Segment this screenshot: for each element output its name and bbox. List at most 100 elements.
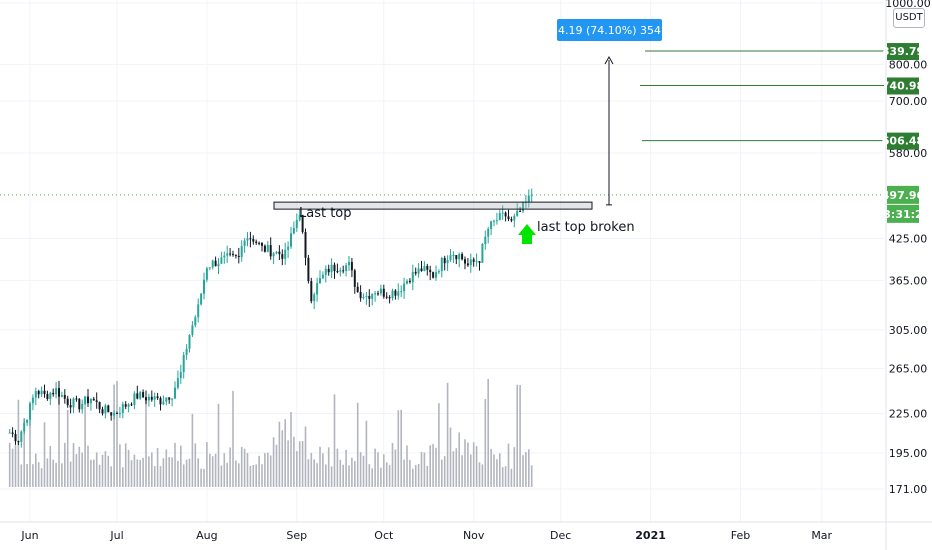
volume-bar (55, 462, 57, 487)
breakout-arrow-icon (518, 224, 536, 244)
candle-body (174, 387, 176, 399)
candle-body (443, 257, 446, 264)
candle-body (200, 293, 203, 305)
chart-drawings: Last top last top broken 354.19 (74.10%) 3… (0, 19, 884, 244)
candle-body (168, 397, 171, 400)
volume-bar (435, 447, 437, 487)
volume-bar (443, 456, 446, 487)
measure-badge (557, 19, 662, 41)
volume-bar (35, 453, 37, 487)
time-tick-label: Sep (286, 529, 307, 542)
candle-body (388, 297, 391, 299)
volume-bar (104, 451, 107, 487)
volume-bar (72, 443, 75, 487)
candle-body (246, 238, 249, 241)
candle-body (365, 295, 368, 297)
price-tick-label: 425.00 (889, 232, 928, 245)
price-tick-label: 305.00 (889, 324, 928, 337)
candle-body (353, 270, 356, 287)
candle-body (107, 405, 110, 413)
volume-bar (122, 467, 124, 487)
volume-bar (8, 442, 11, 487)
volume-bar (501, 467, 504, 487)
candle-body (66, 398, 69, 406)
volume-bar (298, 441, 301, 487)
volume-bar (136, 459, 139, 487)
candle-body (194, 317, 197, 326)
candle-body (522, 202, 524, 212)
candle-body (342, 270, 345, 272)
candle-body (185, 348, 188, 355)
volume-bar (14, 445, 17, 487)
volume-bar (130, 460, 133, 487)
volume-bar (78, 446, 81, 487)
time-tick-label: Dec (550, 529, 571, 542)
candle-body (220, 257, 223, 264)
candle-body (371, 293, 374, 299)
volume-bar (153, 466, 156, 487)
volume-bar (406, 445, 408, 487)
time-tick-label: Oct (374, 529, 394, 542)
candle-body (203, 279, 205, 294)
candle-body (23, 422, 26, 432)
volume-bar (287, 440, 289, 487)
volume-bar (87, 445, 89, 487)
candle-body (78, 399, 81, 410)
candle-body (255, 241, 258, 243)
candle-body (232, 253, 234, 255)
candle-body (101, 409, 104, 414)
time-tick-label: 2021 (635, 529, 666, 542)
candle-body (461, 254, 464, 260)
volume-bar (510, 468, 513, 487)
volume-bar (81, 452, 83, 487)
volume-bar (461, 455, 463, 487)
candle-body (34, 391, 37, 398)
volume-bar (23, 418, 25, 487)
candle-body (284, 249, 287, 259)
volume-bar (354, 461, 356, 487)
volume-bar (93, 459, 95, 487)
candle-body (348, 262, 350, 266)
volume-bar (438, 403, 440, 487)
volume-bar (168, 457, 170, 487)
candlesticks (8, 188, 533, 448)
volume-bar (374, 448, 376, 487)
volume-bar (394, 449, 397, 487)
candle-body (214, 260, 217, 267)
volume-bar (98, 464, 101, 487)
candle-body (295, 220, 298, 228)
time-tick-label: Mar (811, 529, 832, 542)
price-axis[interactable]: 1000.00 800.00 700.00 580.00 425.00 365.00 305… (876, 0, 931, 550)
volume-bar (272, 437, 275, 487)
candle-body (237, 255, 240, 258)
candle-body (176, 378, 179, 388)
volume-bar (301, 441, 304, 487)
volume-bar (348, 465, 350, 487)
currency-unit-label[interactable]: USDT (893, 8, 925, 28)
volume-bar (304, 426, 307, 487)
candle-body (504, 212, 507, 217)
candle-body (406, 280, 408, 284)
candle-body (319, 278, 321, 284)
volume-bar (307, 459, 310, 487)
time-axis[interactable]: Jun Jul Aug Sep Oct Nov Dec 2021 Feb Mar (0, 521, 932, 542)
price-tick-label: 800.00 (889, 58, 928, 71)
volume-bar (107, 455, 110, 487)
volume-bar (452, 451, 455, 487)
candle-body (374, 293, 377, 295)
candle-body (490, 221, 493, 229)
candle-body (437, 271, 440, 273)
volume-bar (412, 468, 414, 487)
candle-body (205, 268, 208, 280)
volume-bar (232, 390, 234, 487)
candle-body (43, 390, 46, 394)
target-level-label: 606.48 (882, 135, 924, 148)
measure-arrowhead-icon (604, 55, 614, 65)
price-tick-label: 1000.00 (885, 0, 931, 10)
candle-body (191, 325, 194, 335)
volume-bar (316, 463, 318, 487)
volume-bar (46, 458, 49, 487)
volume-bar (182, 464, 185, 487)
candle-body (240, 246, 243, 258)
